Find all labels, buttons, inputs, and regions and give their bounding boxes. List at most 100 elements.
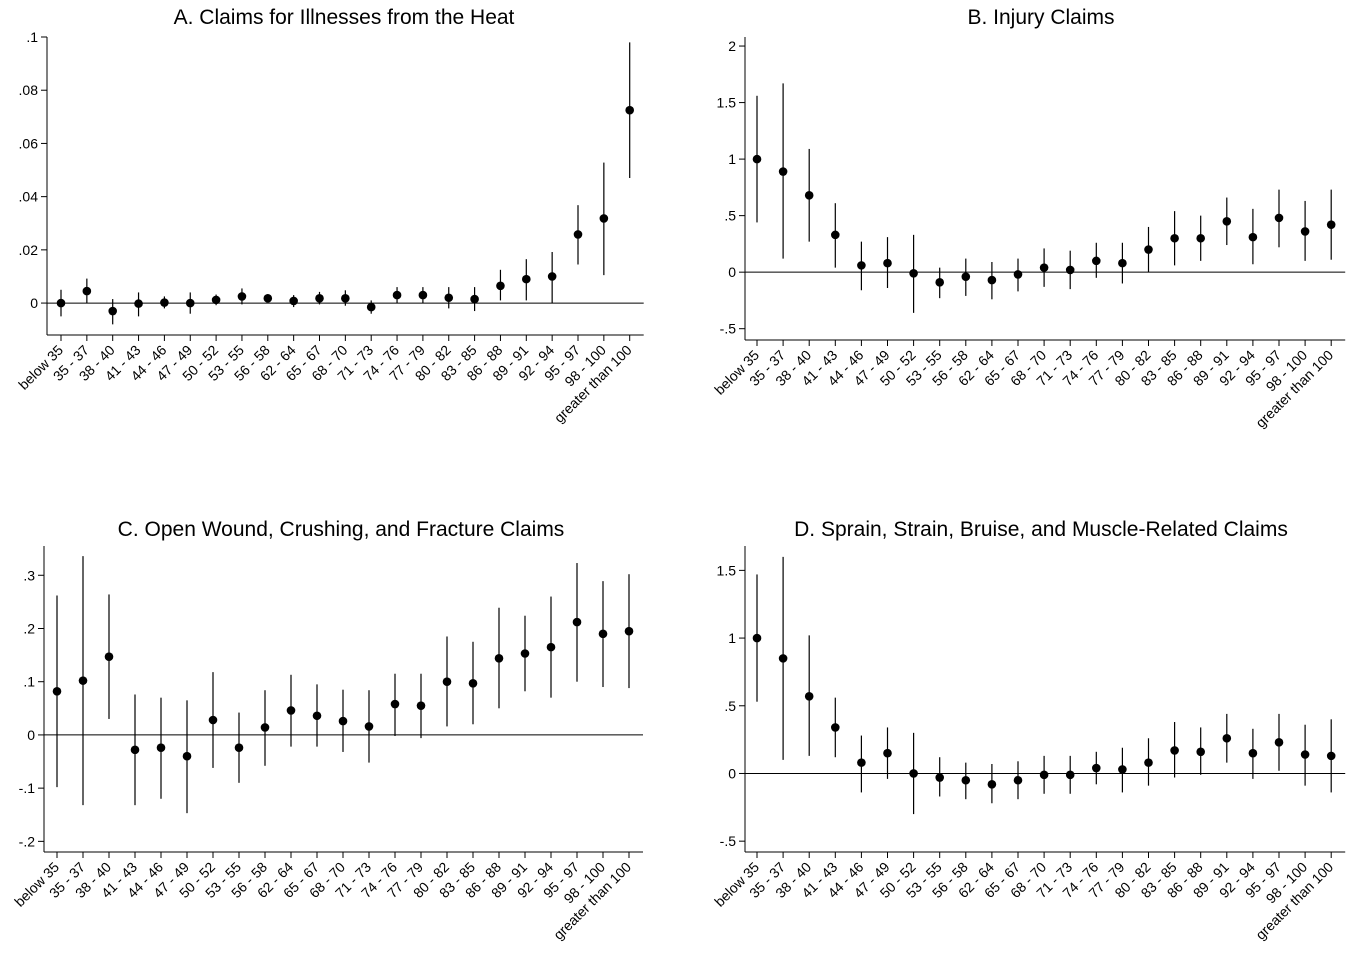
point-estimate-marker [338, 716, 348, 726]
point-estimate-marker [496, 281, 505, 291]
point-estimate-marker [572, 617, 582, 627]
point-estimate-marker [1013, 270, 1023, 279]
y-tick-label: .5 [724, 208, 736, 224]
point-estimate-marker [211, 295, 221, 305]
point-estimate-marker [1274, 213, 1284, 223]
point-estimate-marker [418, 290, 428, 300]
point-estimate-marker [108, 306, 117, 316]
point-estimate-marker [857, 261, 866, 270]
point-estimate-marker [778, 167, 788, 176]
point-estimate-marker [364, 722, 374, 731]
point-estimate-marker [494, 653, 504, 663]
y-tick-label: 0 [728, 765, 736, 781]
y-tick-label: -.5 [720, 833, 737, 849]
point-estimate-marker [804, 190, 814, 200]
y-tick-label: .02 [19, 242, 39, 258]
point-estimate-marker [1326, 751, 1336, 761]
point-estimate-marker [1274, 738, 1284, 747]
point-estimate-marker [1222, 216, 1232, 226]
point-estimate-marker [208, 715, 218, 725]
point-estimate-marker [1144, 245, 1153, 254]
y-tick-label: .1 [26, 29, 38, 45]
point-estimate-marker [778, 654, 788, 663]
point-estimate-marker [935, 278, 944, 287]
point-estimate-marker [185, 298, 195, 308]
point-estimate-marker [104, 652, 114, 661]
point-estimate-marker [470, 294, 479, 304]
point-estimate-marker [366, 302, 376, 312]
y-tick-label: 0 [30, 295, 38, 311]
point-estimate-marker [1118, 258, 1127, 268]
point-estimate-marker [1196, 233, 1205, 243]
point-estimate-marker [130, 745, 140, 755]
y-tick-label: .5 [724, 698, 736, 714]
y-tick-label: 1 [728, 630, 736, 646]
point-estimate-marker [1222, 733, 1232, 743]
point-estimate-marker [752, 154, 762, 164]
y-tick-label: .3 [23, 567, 35, 583]
point-estimate-marker [156, 743, 166, 752]
point-estimate-marker [573, 230, 583, 239]
chart-title: D. Sprain, Strain, Bruise, and Muscle-Re… [794, 518, 1288, 541]
y-tick-label: 2 [728, 38, 736, 54]
point-estimate-marker [1118, 765, 1127, 774]
point-estimate-marker [1039, 770, 1049, 780]
point-estimate-marker [857, 758, 866, 767]
point-estimate-marker [961, 775, 971, 785]
point-estimate-marker [263, 293, 273, 303]
y-tick-label: 1 [728, 151, 736, 167]
point-estimate-marker [987, 275, 997, 285]
point-estimate-marker [909, 769, 918, 778]
point-estimate-marker [909, 268, 918, 278]
point-estimate-marker [56, 298, 66, 308]
y-tick-label: -.2 [19, 833, 36, 849]
point-estimate-marker [442, 677, 452, 687]
point-estimate-marker [289, 296, 298, 306]
point-estimate-marker [237, 292, 247, 301]
panel-c: C. Open Wound, Crushing, and Fracture Cl… [11, 518, 643, 943]
point-estimate-marker [160, 298, 169, 307]
point-estimate-marker [546, 642, 556, 652]
point-estimate-marker [416, 701, 426, 710]
point-estimate-marker [1092, 256, 1101, 266]
y-tick-label: .08 [19, 82, 39, 98]
point-estimate-marker [134, 299, 143, 308]
point-estimate-marker [1170, 233, 1179, 243]
point-estimate-marker [468, 679, 478, 688]
y-tick-label: 0 [728, 264, 736, 280]
chart-title: B. Injury Claims [967, 6, 1114, 29]
point-estimate-marker [312, 711, 322, 721]
point-estimate-marker [831, 230, 840, 240]
point-estimate-marker [522, 274, 531, 284]
point-estimate-marker [392, 290, 402, 300]
point-estimate-marker [1013, 775, 1023, 785]
point-estimate-marker [341, 293, 350, 303]
point-estimate-marker [1144, 758, 1153, 767]
point-estimate-marker [883, 258, 892, 268]
point-estimate-marker [961, 272, 971, 281]
point-estimate-marker [78, 676, 88, 685]
point-estimate-marker [520, 649, 530, 658]
point-estimate-marker [598, 629, 608, 639]
y-tick-label: 1.5 [717, 95, 737, 111]
point-estimate-marker [1248, 748, 1258, 758]
point-estimate-marker [1170, 746, 1179, 755]
point-estimate-marker [1300, 750, 1310, 759]
point-estimate-marker [444, 293, 454, 303]
point-estimate-marker [625, 105, 634, 115]
panel-d: D. Sprain, Strain, Bruise, and Muscle-Re… [711, 518, 1346, 943]
point-estimate-marker [752, 633, 762, 643]
point-estimate-marker [82, 286, 92, 296]
y-tick-label: 0 [27, 727, 35, 743]
y-tick-label: .1 [23, 674, 35, 690]
y-tick-label: -.1 [19, 780, 36, 796]
chart-title: A. Claims for Illnesses from the Heat [174, 6, 515, 29]
point-estimate-marker [315, 293, 324, 303]
point-estimate-marker [1065, 265, 1075, 275]
point-estimate-marker [234, 743, 244, 752]
y-tick-label: 1.5 [717, 562, 737, 578]
point-estimate-marker [260, 723, 270, 732]
point-estimate-marker [1300, 227, 1310, 236]
point-estimate-marker [883, 748, 892, 758]
point-estimate-marker [1326, 220, 1336, 229]
